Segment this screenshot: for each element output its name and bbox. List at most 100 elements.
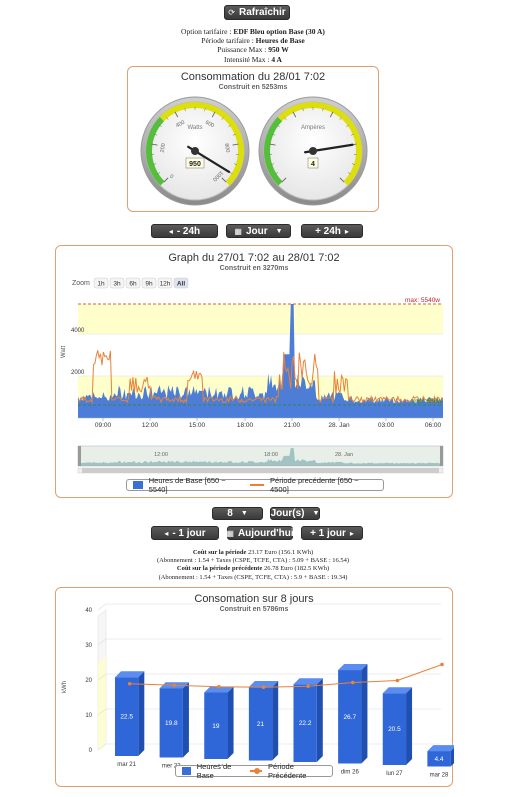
legend-base[interactable]: Heures de Base [650 ~ 5540] xyxy=(149,476,245,494)
zoom-6h[interactable]: 6h xyxy=(126,278,140,288)
bar-value-label: 22.2 xyxy=(299,720,312,727)
tariff-intensity-row: Intensité Max : 4 A xyxy=(0,55,506,64)
chevron-down-icon: ▼ xyxy=(241,510,248,517)
ytick-4000: 4000 xyxy=(71,328,85,334)
watts-label: Watts xyxy=(187,125,202,131)
today-button[interactable]: ▦ Aujourd'hui xyxy=(227,526,293,540)
navigator-tick-label: 28. Jan xyxy=(335,452,353,458)
minus-24h-button[interactable]: ◂ - 24h xyxy=(151,224,218,238)
cost-info: Coût sur la période 23.17 Euro (156.1 KW… xyxy=(0,549,506,582)
zoom-12h[interactable]: 12h xyxy=(158,278,172,288)
previous-point[interactable] xyxy=(128,682,132,686)
bar-side xyxy=(406,687,412,765)
back-icon: ◂ xyxy=(164,529,168,538)
weekly-ytick: 30 xyxy=(85,643,92,649)
bar-value-label: 19.8 xyxy=(165,720,178,727)
forward-icon: ▸ xyxy=(350,529,354,538)
amps-gauge: Ampères 4 xyxy=(259,97,367,205)
period-unit-select[interactable]: Jour(s) ▼ xyxy=(270,507,320,520)
zoom-1h[interactable]: 1h xyxy=(94,278,108,288)
legend-base-swatch xyxy=(133,481,143,489)
minus-1-day-button[interactable]: ◂ - 1 jour xyxy=(151,526,219,540)
refresh-icon: ⟳ xyxy=(228,8,235,17)
weekly-ytick: 20 xyxy=(85,678,92,684)
cost-previous-label: Coût sur la période précédente xyxy=(177,565,262,572)
refresh-button[interactable]: ⟳ Rafraîchir xyxy=(224,5,290,20)
weekly-panel: Consomation sur 8 jours Construit en 578… xyxy=(55,587,453,787)
xtick-label: 15:00 xyxy=(189,422,206,429)
zoom-All[interactable]: All xyxy=(174,278,188,288)
previous-point[interactable] xyxy=(217,685,221,689)
plus-1-day-button[interactable]: + 1 jour ▸ xyxy=(301,526,363,540)
scrollbar-thumb[interactable] xyxy=(82,468,439,473)
amps-value: 4 xyxy=(311,161,315,168)
day-select-button[interactable]: ▦ Jour ▼ xyxy=(226,224,291,238)
previous-point[interactable] xyxy=(306,684,310,688)
previous-point[interactable] xyxy=(396,679,400,683)
plus-1-day-label: + 1 jour xyxy=(310,528,346,539)
period-unit-value: Jour(s) xyxy=(271,508,305,519)
tariff-intensity-value: 4 A xyxy=(271,55,282,64)
bar-side xyxy=(183,682,189,757)
tariff-power-row: Puissance Max : 950 W xyxy=(0,45,506,54)
tariff-period-label: Période tarifaire : xyxy=(201,36,255,45)
previous-point[interactable] xyxy=(440,663,444,667)
weekly-legend-base[interactable]: Heures de Base xyxy=(197,762,244,780)
zoom-3h[interactable]: 3h xyxy=(110,278,124,288)
navigator-handle-right[interactable] xyxy=(440,446,443,466)
weekly-xtick: dim 26 xyxy=(341,770,360,776)
weekly-xtick: mar 21 xyxy=(117,762,136,768)
calendar-icon: ▦ xyxy=(234,227,242,236)
plus-24h-button[interactable]: + 24h ▸ xyxy=(301,224,363,238)
zoom-9h-label: 9h xyxy=(145,281,153,288)
minus-24h-label: - 24h xyxy=(177,226,200,237)
zoom-9h[interactable]: 9h xyxy=(142,278,156,288)
legend-previous-swatch xyxy=(250,484,264,486)
tariff-power-label: Puissance Max : xyxy=(217,45,268,54)
bar-value-label: 22.5 xyxy=(120,714,133,721)
weekly-legend-previous[interactable]: Période Précédente xyxy=(268,762,326,780)
tariff-option-label: Option tarifaire : xyxy=(181,27,233,36)
legend-previous[interactable]: Période precédente [650 ~ 4500] xyxy=(270,476,377,494)
zoom-12h-label: 12h xyxy=(160,281,171,288)
weekly-ytick: 0 xyxy=(89,748,93,754)
tariff-option-value: EDF Bleu option Base (30 A) xyxy=(233,27,325,36)
zoom-3h-label: 3h xyxy=(113,281,121,288)
xtick-label: 28. Jan xyxy=(328,422,350,429)
watts-hub xyxy=(191,147,199,155)
previous-point[interactable] xyxy=(351,681,355,685)
weekly-xtick: lun 27 xyxy=(386,771,403,777)
graph-panel: Graph du 27/01 7:02 au 28/01 7:02 Constr… xyxy=(55,245,453,498)
chevron-down-icon: ▼ xyxy=(276,228,283,235)
tariff-intensity-label: Intensité Max : xyxy=(224,55,271,64)
navigator-tick-label: 12:00 xyxy=(154,452,168,458)
period-count-select[interactable]: 8 ▼ xyxy=(212,507,263,520)
navigator-handle-left[interactable] xyxy=(78,446,81,466)
previous-point[interactable] xyxy=(172,683,176,687)
cost-previous-row: Coût sur la période précédente 26.78 Eur… xyxy=(0,565,506,573)
legend-previous-swatch xyxy=(250,770,262,772)
cost-period-value: 23.17 Euro (156.1 KWh) xyxy=(246,549,313,556)
cost-previous-value: 26.78 Euro (182.5 KWh) xyxy=(262,565,329,572)
refresh-label: Rafraîchir xyxy=(239,7,286,18)
day-select-label: Jour xyxy=(246,226,268,237)
bar-side xyxy=(317,678,323,762)
max-label: max: 5540w xyxy=(405,297,440,304)
gauges-svg: 0200400 6008001000 Watts 950 Ampères 4 xyxy=(128,67,380,213)
bar-value-label: 4.4 xyxy=(435,756,444,763)
period-count-value: 8 xyxy=(227,508,233,519)
weekly-xtick: mar 28 xyxy=(430,773,449,779)
previous-point[interactable] xyxy=(262,685,266,689)
forward-icon: ▸ xyxy=(345,227,349,236)
xtick-label: 21:00 xyxy=(284,422,301,429)
bar-value-label: 21 xyxy=(257,721,265,728)
tariff-power-value: 950 W xyxy=(268,45,289,54)
weekly-legend: Heures de Base Période Précédente xyxy=(175,765,333,777)
bar-top xyxy=(427,745,454,751)
ytick-2000: 2000 xyxy=(71,370,85,376)
xtick-label: 03:00 xyxy=(378,422,395,429)
cost-previous-detail: (Abonnement : 1.54 + Taxes (CSPE, TCFE, … xyxy=(0,574,506,582)
calendar-icon: ▦ xyxy=(226,529,234,538)
